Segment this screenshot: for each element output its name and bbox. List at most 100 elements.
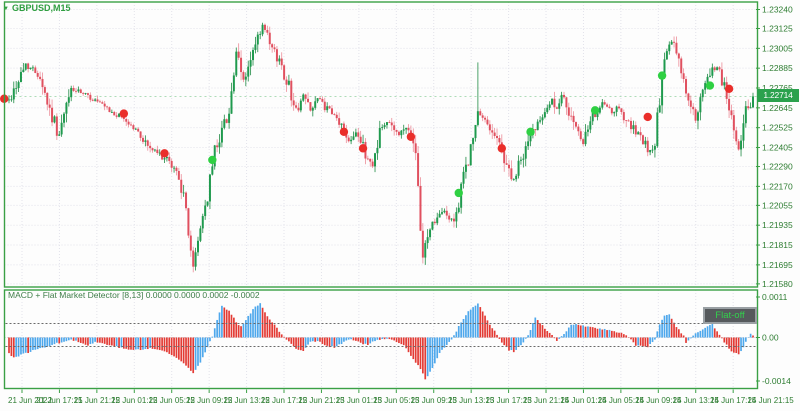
candle-body	[342, 123, 345, 131]
candle-body	[582, 139, 585, 145]
macd-bar	[510, 337, 513, 351]
candle-body	[677, 53, 680, 59]
macd-bar	[448, 337, 451, 342]
macd-bar	[737, 337, 740, 355]
candle-body	[728, 98, 731, 111]
candle-body	[41, 78, 44, 88]
macd-bar	[752, 335, 754, 338]
candle-body	[606, 104, 609, 107]
macd-bar	[268, 319, 271, 338]
candle-body	[670, 41, 673, 45]
candle-body	[240, 57, 243, 73]
candle-body	[89, 94, 92, 100]
time-axis-label: 21 Jun 21:15	[74, 396, 121, 405]
candle-body	[584, 131, 587, 145]
macd-bar	[486, 320, 489, 338]
candle-body	[333, 114, 336, 115]
candle-body	[91, 99, 94, 101]
candle-body	[450, 218, 453, 220]
flat-off-button[interactable]: Flat-off	[703, 307, 757, 324]
candle-body	[108, 107, 111, 113]
symbol-timeframe-label[interactable]: ▼ GBPUSD,M15	[3, 3, 70, 13]
macd-bar	[544, 328, 546, 338]
candle-body	[481, 115, 484, 118]
buy-signal-dot	[454, 188, 463, 198]
candle-body	[141, 137, 144, 142]
candle-body	[735, 130, 738, 142]
macd-bar	[99, 337, 101, 343]
macd-bar	[601, 329, 604, 338]
candle-body	[510, 168, 513, 180]
macd-bar	[484, 315, 486, 338]
macd-bar	[264, 312, 266, 338]
candle-body	[106, 106, 109, 108]
macd-bar	[65, 337, 68, 342]
macd-bar	[532, 323, 534, 338]
candle-body	[318, 98, 321, 99]
candle-body	[414, 143, 417, 154]
candle-body	[675, 42, 678, 54]
candle-body	[713, 67, 716, 71]
macd-bar	[137, 337, 140, 350]
macd-bar	[656, 331, 659, 338]
candle-body	[381, 126, 384, 128]
macd-bar	[333, 337, 336, 348]
macd-bar	[625, 335, 628, 338]
macd-bar	[233, 317, 235, 338]
candle-body	[242, 72, 245, 80]
candle-body	[362, 141, 365, 143]
candle-body	[519, 159, 522, 161]
candle-body	[218, 142, 221, 148]
candle-body	[132, 125, 135, 130]
macd-bar	[249, 313, 252, 338]
candle-body	[204, 205, 207, 217]
macd-bar	[364, 337, 367, 344]
candle-body	[711, 67, 714, 76]
candle-body	[53, 116, 56, 123]
macd-bar	[84, 337, 87, 345]
candle-body	[285, 79, 288, 85]
macd-bar	[359, 337, 362, 343]
candle-body	[235, 51, 238, 76]
symbol-dropdown-icon[interactable]: ▼	[3, 6, 9, 12]
macd-bar	[34, 337, 37, 350]
candle-body	[146, 140, 149, 146]
macd-bar	[60, 337, 63, 343]
macd-bar	[697, 332, 699, 338]
macd-bar	[503, 337, 506, 346]
candle-body	[10, 99, 13, 101]
time-axis-label: 21 Jun 17:15	[36, 396, 83, 405]
candle-body	[694, 109, 697, 121]
macd-bar	[180, 337, 183, 362]
macd-bar	[166, 337, 168, 353]
candle-body	[390, 122, 393, 126]
macd-bar	[457, 325, 460, 338]
macd-bar	[402, 337, 405, 346]
price-axis-label: 1.23005	[762, 43, 793, 53]
candle-body	[539, 120, 542, 122]
macd-bar	[575, 324, 577, 338]
candle-body	[407, 127, 410, 131]
time-axis-label: 24 Jun 01:15	[560, 396, 607, 405]
buy-signal-dot	[590, 106, 600, 115]
candle-body	[608, 106, 611, 108]
candle-body	[625, 120, 628, 121]
candle-body	[388, 122, 391, 123]
macd-bar	[405, 337, 407, 349]
candle-body	[223, 119, 226, 128]
sell-signal-dot	[160, 149, 169, 158]
macd-bar	[221, 305, 223, 338]
time-axis-label: 24 Jun 21:15	[747, 396, 794, 405]
macd-bar	[500, 337, 503, 343]
candle-body	[469, 144, 472, 166]
macd-bar	[96, 337, 99, 343]
candle-body	[275, 49, 278, 62]
macd-bar	[680, 333, 683, 338]
candle-body	[620, 108, 623, 113]
macd-bar	[120, 337, 123, 348]
candle-body	[627, 120, 630, 122]
macd-bar	[658, 324, 661, 338]
macd-bar	[242, 323, 245, 338]
macd-bar	[529, 330, 532, 338]
